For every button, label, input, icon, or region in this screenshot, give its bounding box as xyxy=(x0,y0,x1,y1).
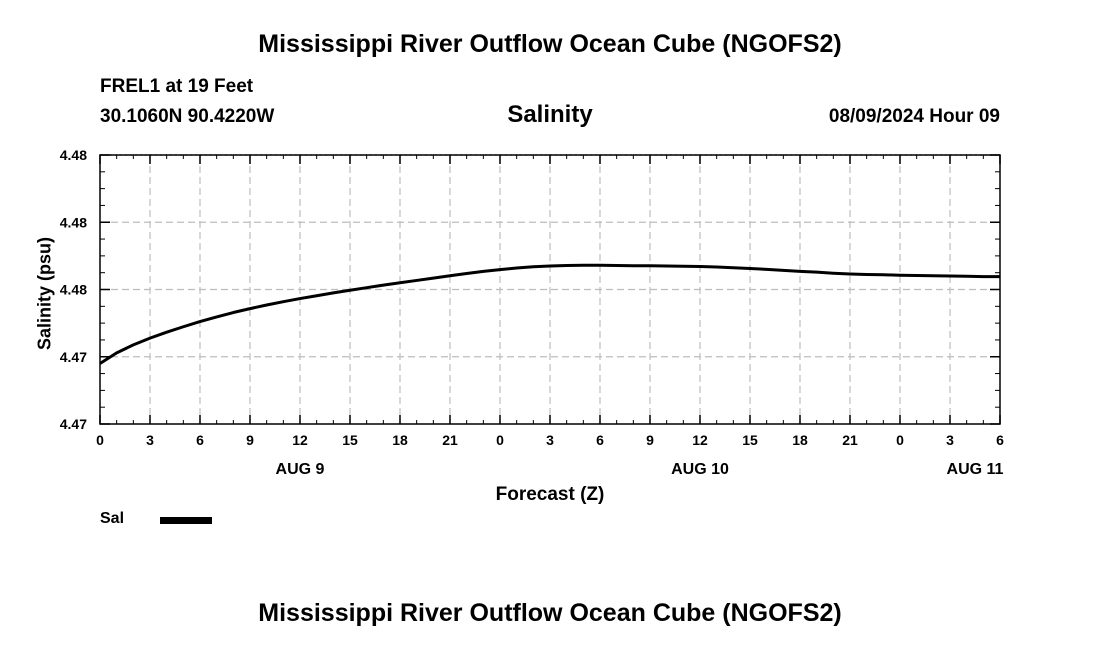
chart-title: Salinity xyxy=(507,101,593,128)
y-tick-label: 4.47 xyxy=(60,416,87,432)
footer-title: Mississippi River Outflow Ocean Cube (NG… xyxy=(258,599,842,627)
axis-tick-labels: 0 3 6 9 12 15 18 21 0 3 6 9 12 15 18 21 0 3 6 AUG 9 AUG 10 AU… xyxy=(60,147,1004,478)
y-axis-label: Salinity (psu) xyxy=(34,237,54,350)
axis-ticks xyxy=(99,154,1001,425)
legend-label: Sal xyxy=(100,510,125,527)
x-tick-label: 15 xyxy=(342,432,358,448)
x-tick-label: 9 xyxy=(246,432,254,448)
grid-lines xyxy=(100,154,1000,424)
x-tick-label: 6 xyxy=(596,432,604,448)
x-date-label: AUG 9 xyxy=(276,461,325,478)
x-tick-label: 18 xyxy=(392,432,408,448)
x-tick-label: 3 xyxy=(146,432,154,448)
x-date-label: AUG 10 xyxy=(671,461,729,478)
x-tick-label: 18 xyxy=(792,432,808,448)
x-tick-label: 9 xyxy=(646,432,654,448)
x-tick-label: 15 xyxy=(742,432,758,448)
salinity-line xyxy=(99,263,1000,365)
y-tick-label: 4.47 xyxy=(60,349,87,365)
x-tick-label: 21 xyxy=(842,432,858,448)
x-tick-label: 21 xyxy=(442,432,458,448)
page-title: Mississippi River Outflow Ocean Cube (NG… xyxy=(258,30,842,58)
x-tick-label: 6 xyxy=(196,432,204,448)
x-tick-label: 6 xyxy=(996,432,1004,448)
x-tick-label: 0 xyxy=(496,432,504,448)
y-tick-label: 4.48 xyxy=(60,147,87,163)
x-tick-label: 3 xyxy=(546,432,554,448)
x-tick-label: 12 xyxy=(692,432,708,448)
x-tick-label: 3 xyxy=(946,432,954,448)
x-tick-label: 12 xyxy=(292,432,308,448)
y-tick-label: 4.48 xyxy=(60,214,87,230)
x-date-label: AUG 11 xyxy=(947,461,1004,478)
station-coordinates: 30.1060N 90.4220W xyxy=(100,106,275,127)
series-layer xyxy=(99,263,1000,365)
x-tick-label: 0 xyxy=(96,432,104,448)
x-tick-label: 0 xyxy=(896,432,904,448)
legend-swatch xyxy=(160,517,212,524)
forecast-date: 08/09/2024 Hour 09 xyxy=(828,106,1000,127)
station-name: FREL1 at 19 Feet xyxy=(100,76,254,97)
y-tick-label: 4.48 xyxy=(60,282,87,298)
x-axis-label: Forecast (Z) xyxy=(496,484,605,505)
